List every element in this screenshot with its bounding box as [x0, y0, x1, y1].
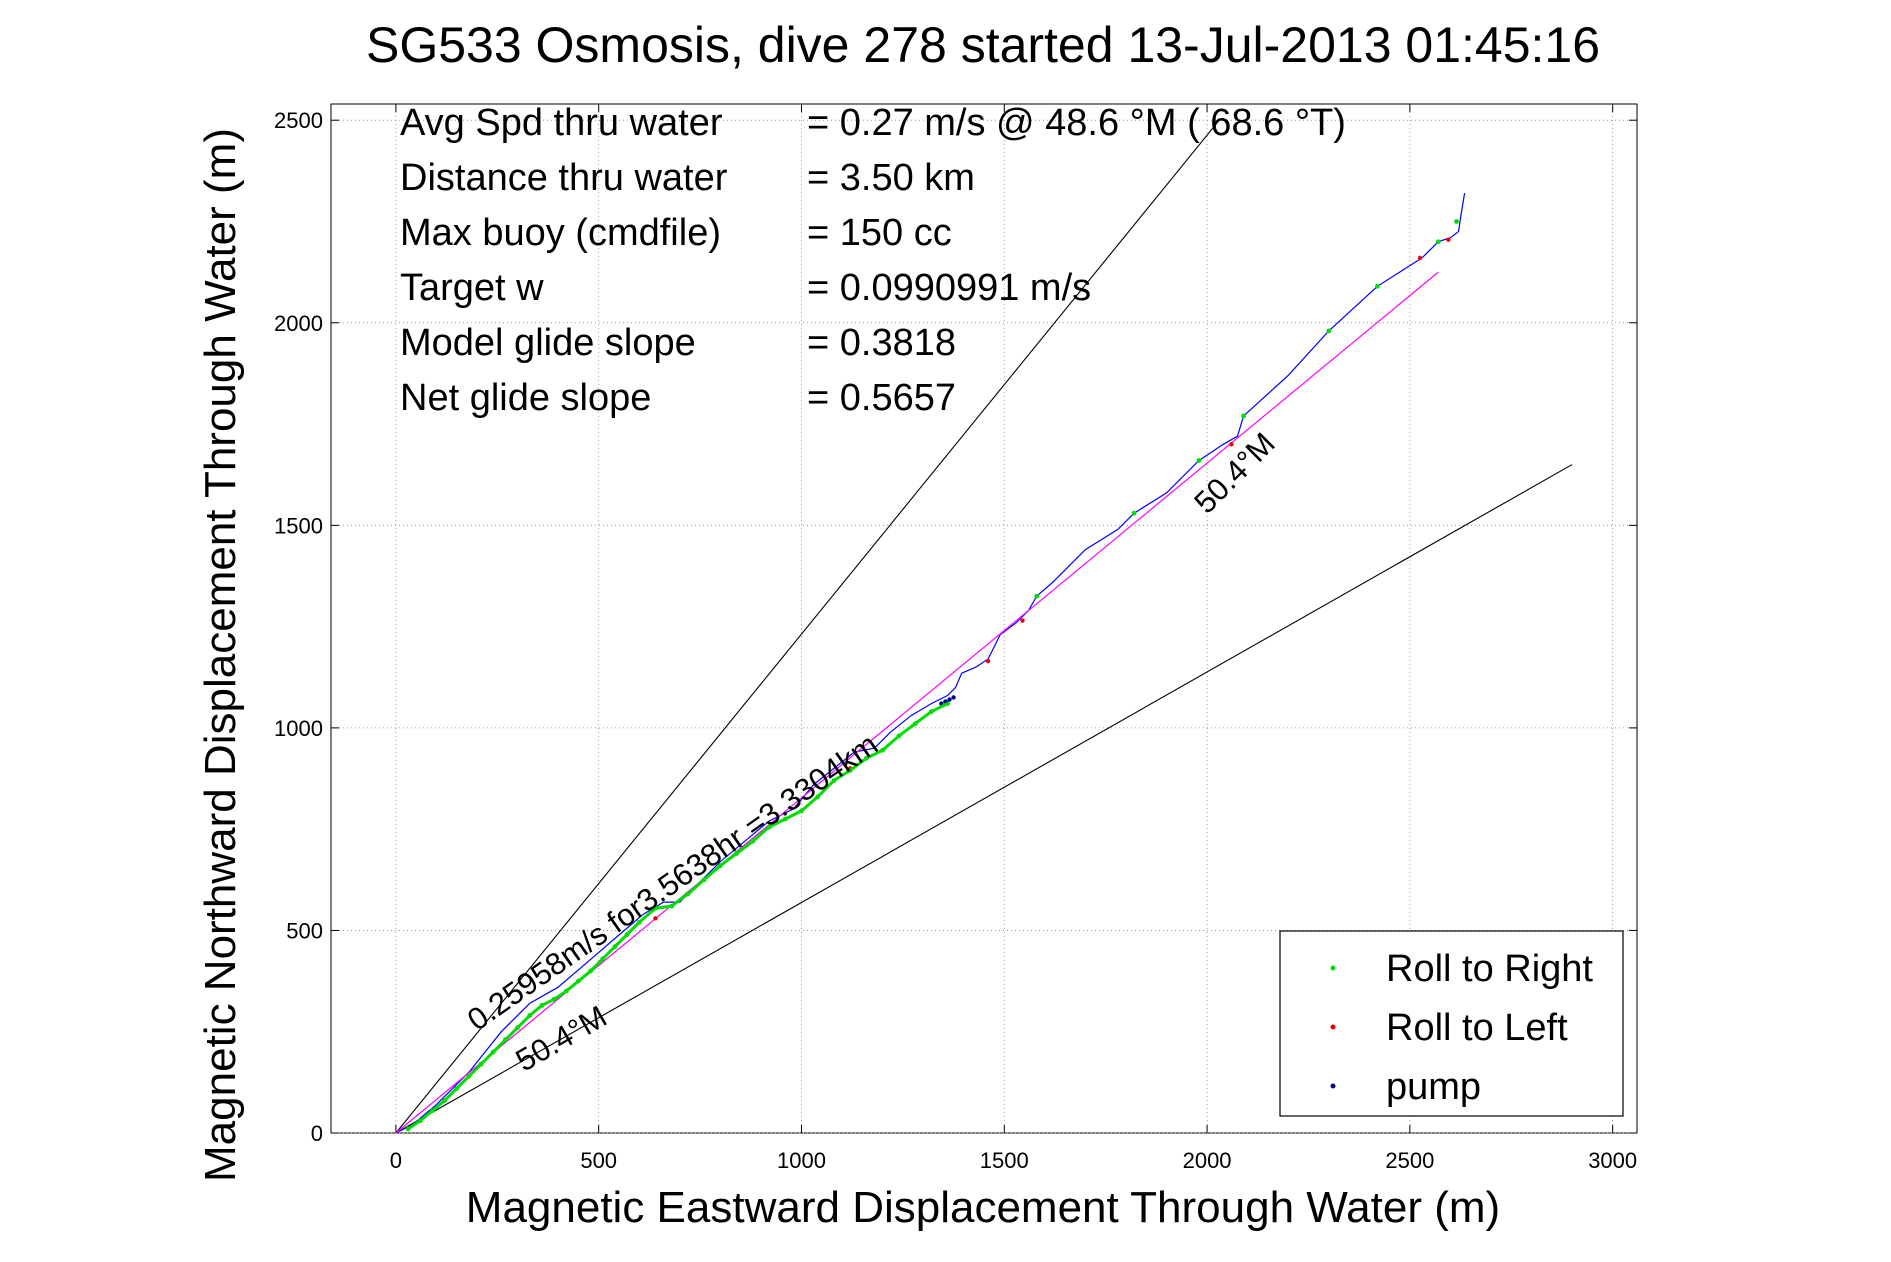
- y-tick-label: 1000: [274, 716, 323, 741]
- y-tick-label: 2000: [274, 311, 323, 336]
- x-tick-label: 3000: [1588, 1148, 1637, 1173]
- x-tick-label: 1500: [980, 1148, 1029, 1173]
- roll-to-right-dense-segment: [407, 702, 949, 1131]
- legend-label: pump: [1386, 1066, 1481, 1108]
- roll-to-left-marker: [1446, 237, 1451, 242]
- y-axis-label: Magnetic Northward Displacement Through …: [196, 128, 245, 1182]
- legend-marker: [1330, 1083, 1336, 1089]
- reference-line: [395, 464, 1573, 1134]
- roll-to-right-marker: [1241, 413, 1246, 419]
- legend-label: Roll to Right: [1386, 948, 1593, 990]
- roll-to-left-marker: [1229, 442, 1234, 447]
- roll-to-right-marker: [1034, 593, 1040, 599]
- info-label: Net glide slope: [400, 377, 651, 419]
- info-label: Model glide slope: [400, 322, 696, 364]
- info-value: = 150 cc: [807, 212, 952, 254]
- roll-to-right-marker: [1375, 283, 1380, 289]
- roll-to-left-marker: [1020, 618, 1025, 623]
- info-label: Avg Spd thru water: [400, 102, 723, 144]
- x-axis-label: Magnetic Eastward Displacement Through W…: [466, 1183, 1500, 1232]
- legend-label: Roll to Left: [1386, 1007, 1568, 1049]
- roll-to-right-marker: [1454, 219, 1459, 224]
- axis-ticks: [331, 104, 1637, 1134]
- info-label: Distance thru water: [400, 157, 728, 199]
- glider-track-line: [395, 193, 1466, 1134]
- info-value: = 0.5657: [807, 377, 956, 419]
- data-markers: [405, 219, 1459, 1132]
- roll-to-left-marker: [653, 916, 658, 921]
- dive-info-block: Avg Spd thru water = 0.27 m/s @ 48.6 °M (…: [400, 102, 1346, 419]
- reference-line: [395, 119, 1220, 1134]
- info-value: = 3.50 km: [807, 157, 975, 199]
- x-tick-label: 500: [580, 1148, 617, 1173]
- x-tick-label: 1000: [777, 1148, 826, 1173]
- y-tick-label: 1500: [274, 513, 323, 538]
- y-tick-label: 2500: [274, 108, 323, 133]
- y-tick-label: 500: [286, 918, 323, 943]
- legend-box: [1279, 930, 1624, 1117]
- x-tick-label: 2500: [1385, 1148, 1434, 1173]
- info-value: = 0.0990991 m/s: [807, 267, 1091, 309]
- roll-to-right-marker: [1196, 458, 1202, 463]
- info-label: Target w: [400, 267, 544, 309]
- pump-marker: [951, 695, 956, 700]
- roll-to-left-marker: [1417, 255, 1423, 261]
- legend: Roll to Right Roll to Left pump: [1279, 930, 1624, 1117]
- x-tick-labels: 0 500 1000 1500 2000 2500 3000: [390, 1148, 1637, 1173]
- reference-lines: [395, 119, 1573, 1134]
- y-tick-labels: 0 500 1000 1500 2000 2500: [274, 108, 323, 1146]
- roll-to-left-marker: [985, 658, 991, 664]
- legend-marker: [1330, 1024, 1336, 1030]
- info-value: = 0.3818: [807, 322, 956, 364]
- roll-to-right-marker: [1326, 328, 1332, 334]
- x-tick-label: 2000: [1183, 1148, 1232, 1173]
- info-label: Max buoy (cmdfile): [400, 212, 721, 254]
- y-tick-label: 0: [311, 1121, 323, 1146]
- legend-marker: [1330, 965, 1336, 971]
- pump-marker: [947, 697, 952, 702]
- roll-to-right-marker: [1435, 239, 1441, 245]
- info-value: = 0.27 m/s @ 48.6 °M ( 68.6 °T): [807, 102, 1346, 144]
- x-tick-label: 0: [390, 1148, 402, 1173]
- chart-title: SG533 Osmosis, dive 278 started 13-Jul-2…: [366, 17, 1600, 73]
- roll-to-right-marker: [1131, 510, 1137, 516]
